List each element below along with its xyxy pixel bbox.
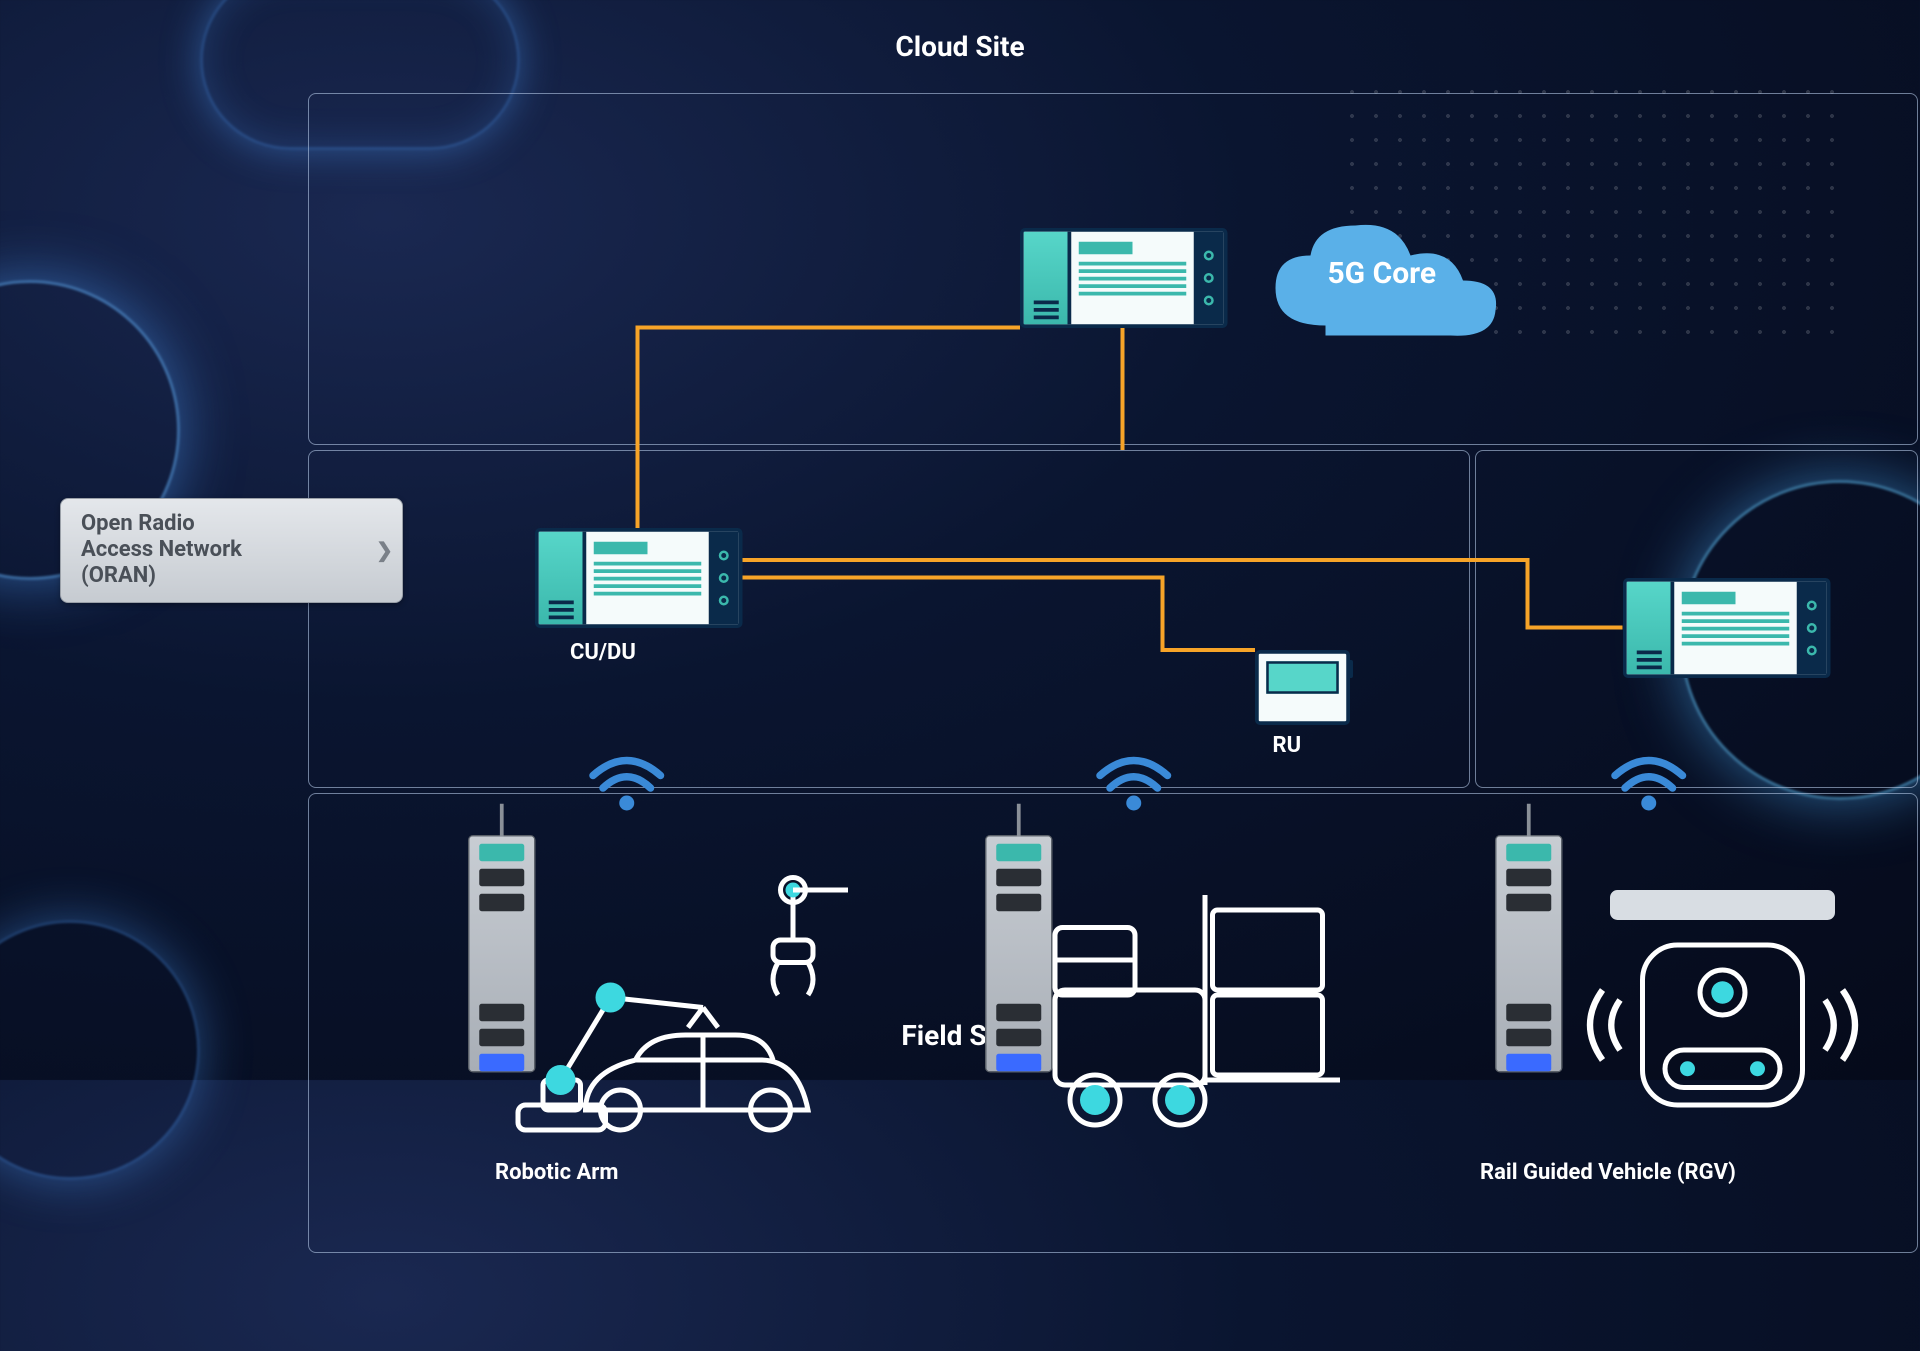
server-cudu-icon bbox=[535, 528, 743, 628]
forklift-illustration bbox=[1025, 860, 1375, 1148]
wifi-icon bbox=[583, 753, 671, 816]
diagram-canvas: Cloud Site Field Site 5G CoreNetwork ❯ O… bbox=[0, 0, 1920, 1080]
ru-device-icon bbox=[1255, 650, 1350, 725]
robotic-arm-illustration bbox=[473, 860, 873, 1148]
chevron-right-icon: ❯ bbox=[376, 536, 394, 564]
label-cudu: CU/DU bbox=[570, 640, 636, 665]
title-cloud-site: Cloud Site bbox=[895, 30, 1024, 63]
cloud-5g-core-icon: 5G Core bbox=[1263, 213, 1501, 351]
wifi-icon bbox=[1605, 753, 1693, 816]
wifi-icon bbox=[1090, 753, 1178, 816]
server-mec-icon bbox=[1623, 578, 1831, 678]
btn-label: Open RadioAccess Network(ORAN) bbox=[81, 511, 242, 590]
btn-oran[interactable]: Open RadioAccess Network(ORAN) ❯ bbox=[60, 498, 403, 603]
label-rgv: Rail Guided Vehicle (RGV) bbox=[1480, 1160, 1736, 1185]
server-cloud-icon bbox=[1020, 228, 1228, 328]
label-ru: RU bbox=[1273, 733, 1302, 758]
cloud-5g-label: 5G Core bbox=[1327, 255, 1436, 290]
rgv-robot-illustration bbox=[1535, 875, 1910, 1150]
label-robotic-arm: Robotic Arm bbox=[495, 1160, 618, 1185]
